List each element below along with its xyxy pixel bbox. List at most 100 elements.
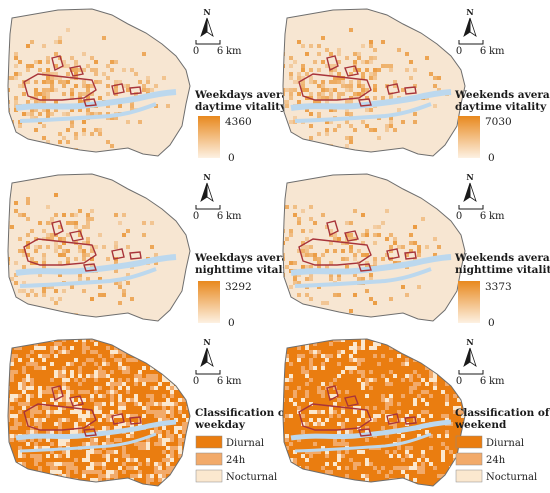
- raster-cell: [106, 450, 110, 454]
- raster-cell: [369, 346, 373, 350]
- raster-cell: [190, 454, 194, 458]
- raster-cell: [353, 374, 357, 378]
- raster-cell: [301, 466, 305, 470]
- raster-cell: [409, 366, 413, 370]
- raster-cell: [325, 48, 329, 52]
- raster-cell: [94, 60, 98, 64]
- raster-cell: [34, 486, 38, 490]
- raster-cell: [146, 410, 150, 414]
- raster-cell: [82, 225, 86, 229]
- raster-cell: [413, 68, 417, 72]
- raster-cell: [361, 72, 365, 76]
- raster-cell: [365, 486, 369, 490]
- raster-cell: [86, 426, 90, 430]
- map: [7, 338, 194, 490]
- raster-cell: [305, 366, 309, 370]
- raster-cell: [333, 470, 337, 474]
- raster-cell: [441, 474, 445, 478]
- raster-cell: [66, 28, 70, 32]
- raster-cell: [70, 362, 74, 366]
- raster-cell: [106, 446, 110, 450]
- raster-cell: [293, 350, 297, 354]
- raster-cell: [317, 346, 321, 350]
- raster-cell: [309, 92, 313, 96]
- raster-cell: [26, 378, 30, 382]
- raster-cell: [385, 418, 389, 422]
- raster-cell: [433, 362, 437, 366]
- raster-cell: [26, 201, 30, 205]
- hotspot-outline: [129, 251, 142, 260]
- raster-cell: [74, 390, 78, 394]
- raster-cell: [369, 60, 373, 64]
- raster-cell: [34, 249, 38, 253]
- raster-cell: [301, 418, 305, 422]
- raster-cell: [42, 261, 46, 265]
- raster-cell: [174, 414, 178, 418]
- raster-cell: [26, 44, 30, 48]
- raster-cell: [42, 486, 46, 490]
- raster-cell: [178, 442, 182, 446]
- raster-cell: [182, 458, 186, 462]
- raster-cell: [122, 386, 126, 390]
- raster-cell: [417, 446, 421, 450]
- raster-cell: [293, 390, 297, 394]
- river: [294, 102, 432, 123]
- raster-cell: [389, 374, 393, 378]
- raster-cell: [126, 458, 130, 462]
- raster-cell: [389, 358, 393, 362]
- raster-cell: [82, 289, 86, 293]
- raster-cell: [377, 366, 381, 370]
- raster-cell: [18, 430, 22, 434]
- raster-cell: [106, 402, 110, 406]
- raster-cell: [433, 342, 437, 346]
- raster-cell: [90, 462, 94, 466]
- raster-cell: [90, 418, 94, 422]
- raster-cell: [150, 478, 154, 482]
- raster-cell: [138, 402, 142, 406]
- raster-cell: [373, 438, 377, 442]
- raster-cell: [66, 474, 70, 478]
- raster-cell: [305, 454, 309, 458]
- raster-cell: [82, 374, 86, 378]
- raster-cell: [353, 410, 357, 414]
- raster-cell: [381, 96, 385, 100]
- raster-cell: [134, 378, 138, 382]
- raster-cell: [429, 382, 433, 386]
- raster-cell: [353, 438, 357, 442]
- raster-cell: [437, 418, 441, 422]
- raster-cell: [134, 462, 138, 466]
- raster-cell: [186, 390, 190, 394]
- raster-cell: [146, 482, 150, 486]
- raster-cell: [437, 354, 441, 358]
- raster-cell: [126, 486, 130, 490]
- raster-cell: [445, 466, 449, 470]
- raster-cell: [317, 478, 321, 482]
- raster-cell: [417, 366, 421, 370]
- raster-cell: [42, 382, 46, 386]
- hotspot-outline: [326, 55, 339, 72]
- raster-cell: [38, 406, 42, 410]
- raster-cell: [126, 366, 130, 370]
- raster-cell: [329, 64, 333, 68]
- hotspot-outline: [23, 238, 97, 266]
- raster-cell: [433, 418, 437, 422]
- raster-cell: [186, 370, 190, 374]
- raster-cell: [449, 394, 453, 398]
- raster-cell: [178, 474, 182, 478]
- raster-cell: [86, 462, 90, 466]
- raster-cell: [78, 100, 82, 104]
- legend-title-line2: daytime vitality: [455, 101, 547, 113]
- raster-cell: [46, 362, 50, 366]
- raster-cell: [18, 366, 22, 370]
- raster-cell: [166, 370, 170, 374]
- raster-cell: [329, 466, 333, 470]
- raster-cell: [425, 486, 429, 490]
- raster-cell: [46, 366, 50, 370]
- raster-cell: [433, 358, 437, 362]
- raster-cell: [50, 446, 54, 450]
- raster-cell: [122, 434, 126, 438]
- raster-cell: [397, 358, 401, 362]
- raster-cell: [405, 446, 409, 450]
- raster-cell: [46, 482, 50, 486]
- raster-cell: [385, 362, 389, 366]
